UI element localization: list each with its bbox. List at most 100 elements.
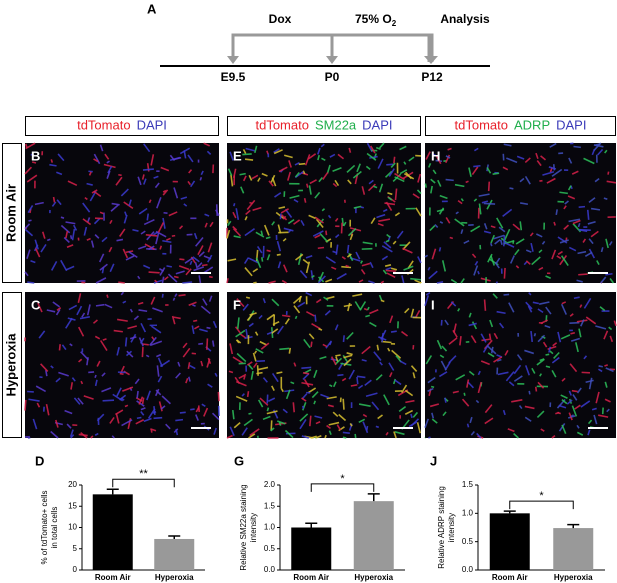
significance: **	[139, 468, 148, 480]
tissue-strand	[576, 319, 588, 323]
tissue-strand	[561, 301, 567, 305]
y-tick-label: 0	[73, 565, 78, 574]
tissue-strand	[512, 223, 521, 231]
tissue-strand	[99, 144, 104, 152]
tissue-strand	[334, 324, 339, 331]
tissue-strand	[312, 230, 324, 237]
tissue-strand	[410, 277, 422, 281]
tissue-strand	[86, 304, 91, 316]
tissue-strand	[38, 330, 46, 339]
tissue-strand	[573, 296, 580, 300]
tissue-strand	[358, 418, 366, 424]
tissue-strand	[179, 258, 185, 261]
tissue-strand	[138, 207, 148, 215]
tissue-strand	[494, 261, 500, 269]
tissue-strand	[558, 422, 566, 432]
tissue-strand	[396, 230, 404, 239]
tissue-strand	[477, 370, 481, 376]
tissue-strand	[141, 174, 145, 180]
tissue-strand	[465, 180, 469, 184]
header-box	[425, 116, 616, 136]
tissue-strand	[153, 406, 156, 416]
tissue-strand	[498, 226, 506, 233]
tissue-strand	[227, 220, 232, 227]
tissue-strand	[309, 415, 312, 427]
tissue-strand	[122, 386, 134, 392]
tissue-strand	[229, 426, 235, 437]
tissue-strand	[125, 350, 133, 357]
y-tick-label: 1.5	[462, 480, 474, 489]
tissue-strand	[489, 242, 493, 247]
tissue-strand	[328, 430, 332, 435]
tissue-strand	[64, 409, 73, 415]
tissue-strand	[513, 364, 522, 375]
tissue-strand	[122, 248, 129, 259]
tissue-strand	[361, 186, 366, 195]
tissue-strand	[532, 301, 539, 305]
tissue-strand	[277, 261, 282, 269]
tissue-strand	[385, 431, 389, 436]
tissue-strand	[377, 222, 384, 227]
tissue-strand	[136, 416, 142, 420]
tissue-strand	[435, 155, 442, 165]
tissue-strand	[190, 180, 196, 188]
tissue-strand	[69, 235, 73, 240]
panel-label: J	[430, 453, 437, 468]
tissue-strand	[438, 207, 445, 215]
tissue-strand	[536, 233, 543, 238]
tissue-strand	[60, 259, 68, 272]
tissue-strand	[142, 343, 149, 346]
tissue-strand	[551, 356, 560, 364]
tissue-strand	[403, 265, 414, 271]
tissue-strand	[56, 171, 63, 176]
tissue-strand	[528, 390, 531, 395]
x-tick-label: Hyperoxia	[354, 573, 393, 582]
tissue-strand	[245, 147, 255, 152]
tissue-strand	[99, 263, 108, 271]
tissue-strand	[145, 354, 150, 358]
tissue-strand	[80, 351, 89, 361]
tissue-strand	[183, 203, 188, 207]
tissue-strand	[450, 278, 458, 284]
tissue-strand	[135, 419, 145, 425]
tissue-strand	[234, 326, 241, 334]
tissue-strand	[594, 177, 600, 183]
tissue-strand	[559, 239, 569, 244]
tissue-strand	[524, 365, 530, 376]
tissue-strand	[58, 344, 61, 351]
tissue-strand	[144, 243, 155, 251]
tissue-strand	[95, 277, 107, 284]
tissue-strand	[545, 275, 552, 280]
tissue-strand	[236, 339, 242, 344]
tissue-strand	[180, 196, 188, 200]
tissue-strand	[55, 309, 61, 316]
tissue-strand	[174, 293, 178, 298]
tissue-strand	[99, 340, 108, 351]
tissue-strand	[403, 161, 407, 165]
tissue-strand	[588, 238, 594, 245]
tissue-strand	[384, 170, 393, 178]
tissue-strand	[244, 228, 256, 237]
tissue-strand	[375, 374, 383, 381]
tissue-strand	[568, 218, 581, 223]
tissue-strand	[454, 218, 465, 227]
tissue-strand	[185, 377, 189, 384]
tissue-strand	[524, 405, 535, 410]
tissue-strand	[232, 211, 237, 219]
tissue-strand	[110, 204, 119, 212]
tissue-strand	[507, 428, 515, 433]
tissue-strand	[94, 234, 100, 239]
tissue-strand	[540, 319, 549, 325]
tissue-strand	[483, 299, 487, 311]
tissue-strand	[137, 301, 144, 305]
tissue-strand	[463, 392, 466, 396]
image-background	[25, 292, 219, 438]
tissue-strand	[305, 183, 309, 188]
tissue-strand	[587, 429, 591, 436]
tissue-strand	[24, 399, 27, 411]
panel-label: G	[234, 453, 244, 468]
tissue-strand	[35, 248, 41, 258]
significance-bracket	[112, 478, 175, 488]
tissue-strand	[155, 230, 167, 238]
tissue-strand	[266, 407, 270, 412]
